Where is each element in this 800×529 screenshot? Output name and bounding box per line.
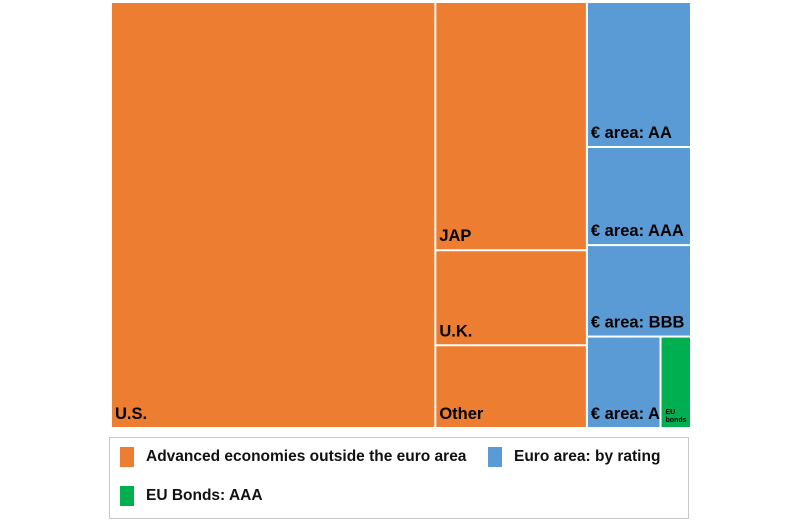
tile-area-aaa-label: € area: AAA xyxy=(591,222,684,240)
legend-label-advanced: Advanced economies outside the euro area xyxy=(146,448,467,465)
tile-jap xyxy=(436,3,586,250)
tile-area-a-label: € area: A xyxy=(591,405,660,423)
chart-legend: Advanced economies outside the euro area… xyxy=(109,437,689,519)
legend-label-eu: EU Bonds: AAA xyxy=(146,487,263,504)
tile-area-aaa xyxy=(587,147,690,245)
tile-u-k xyxy=(436,251,586,345)
tile-eu-bonds-label-line: bonds xyxy=(666,417,687,424)
legend-swatch-eu xyxy=(120,486,134,506)
tile-area-aa xyxy=(587,3,690,146)
tile-eu-bonds-label-line: EU xyxy=(666,409,676,416)
legend-item-advanced: Advanced economies outside the euro area xyxy=(120,447,466,467)
legend-swatch-advanced xyxy=(120,447,134,467)
tile-area-a xyxy=(587,337,660,427)
legend-label-euro: Euro area: by rating xyxy=(514,448,661,465)
legend-item-eu: EU Bonds: AAA xyxy=(120,486,263,506)
tile-area-aa-label: € area: AA xyxy=(591,124,672,142)
legend-swatch-euro xyxy=(488,447,502,467)
tile-area-bbb xyxy=(587,246,690,336)
tile-other-label: Other xyxy=(439,405,484,423)
tile-eu-bonds xyxy=(661,337,690,427)
tile-u-s xyxy=(112,3,435,427)
tile-area-bbb-label: € area: BBB xyxy=(591,314,685,332)
legend-item-euro: Euro area: by rating xyxy=(488,447,660,467)
tile-u-k-label: U.K. xyxy=(439,322,472,340)
tile-jap-label: JAP xyxy=(439,227,471,245)
tile-u-s-label: U.S. xyxy=(115,405,147,423)
treemap-chart: U.S. JAP U.K. Other € area: AA € area: AAA € a… xyxy=(112,3,690,427)
tile-other xyxy=(436,346,586,427)
